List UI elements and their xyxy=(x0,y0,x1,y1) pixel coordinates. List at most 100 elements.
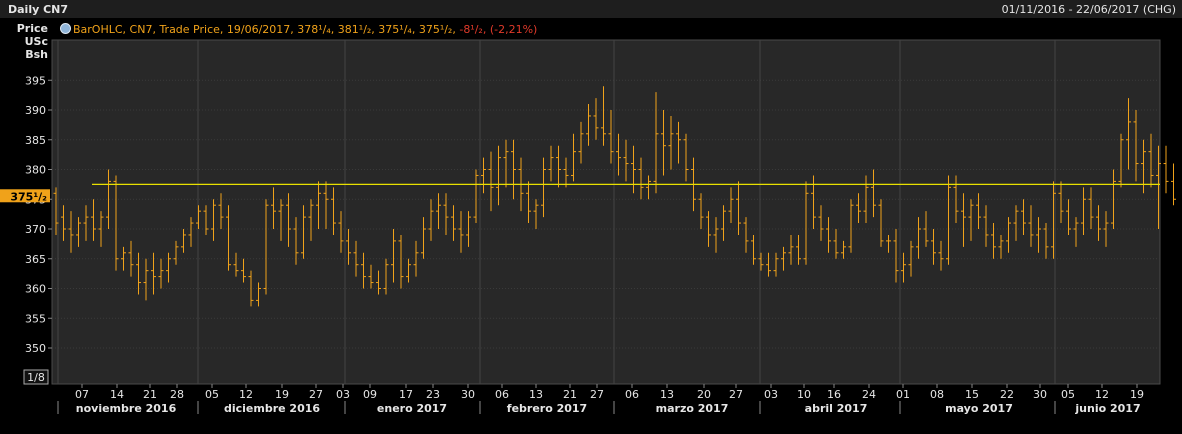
month-label: febrero 2017 xyxy=(507,402,587,415)
month-label: abril 2017 xyxy=(805,402,868,415)
scale-indicator-label: 1/8 xyxy=(27,371,45,384)
ohlc-bar xyxy=(968,199,974,241)
ohlc-bar xyxy=(908,240,914,277)
ohlc-bar xyxy=(233,252,239,277)
ohlc-bar xyxy=(938,240,944,271)
ohlc-bar xyxy=(173,240,179,265)
ohlc-bar xyxy=(143,258,149,301)
ohlc-bar xyxy=(76,217,81,247)
ohlc-bar xyxy=(721,205,726,241)
ohlc-bar xyxy=(481,157,486,194)
ohlc-bar xyxy=(466,211,471,247)
ohlc-bar xyxy=(751,234,756,265)
ohlc-bar xyxy=(646,175,651,200)
ohlc-bar xyxy=(1156,145,1161,229)
ohlc-bar xyxy=(923,211,929,247)
ohlc-bar xyxy=(788,234,794,265)
ohlc-bar xyxy=(1051,181,1056,259)
x-tick-label: 22 xyxy=(1000,388,1014,401)
x-tick-label: 03 xyxy=(764,388,778,401)
ohlc-bar xyxy=(128,240,134,277)
ohlc-bar xyxy=(421,217,426,259)
ohlc-bar xyxy=(1021,199,1026,235)
y-axis-units: Price USc Bsh xyxy=(2,22,48,61)
ohlc-bar xyxy=(1118,133,1124,188)
ohlc-bar xyxy=(376,270,381,295)
ohlc-bar xyxy=(226,205,231,271)
ohlc-bar xyxy=(976,193,981,229)
ohlc-bar xyxy=(286,193,291,247)
ohlc-bar xyxy=(353,240,359,277)
x-tick-label: 20 xyxy=(697,388,711,401)
chart-legend[interactable]: BarOHLC, CN7, Trade Price, 19/06/2017, 3… xyxy=(60,23,537,36)
ohlc-bar xyxy=(526,181,531,224)
ohlc-bar xyxy=(638,157,644,200)
ohlc-bar xyxy=(878,199,884,247)
x-tick-label: 09 xyxy=(363,388,377,401)
x-tick-label: 21 xyxy=(563,388,577,401)
clock-icon[interactable] xyxy=(60,23,71,34)
x-tick-label: 12 xyxy=(239,388,253,401)
x-tick-label: 27 xyxy=(309,388,323,401)
ohlc-bar xyxy=(181,229,186,253)
ohlc-bar xyxy=(706,211,711,247)
ohlc-bar xyxy=(166,252,171,283)
month-label: mayo 2017 xyxy=(945,402,1013,415)
ohlc-bar xyxy=(713,217,719,253)
x-tick-label: 28 xyxy=(170,388,184,401)
ohlc-bar xyxy=(683,133,689,182)
x-tick-label: 23 xyxy=(426,388,440,401)
x-tick-label: 06 xyxy=(495,388,509,401)
ohlc-bar xyxy=(391,229,396,283)
ohlc-bar xyxy=(608,110,614,164)
ohlc-bar xyxy=(383,258,389,295)
ohlc-bar xyxy=(158,258,164,289)
ohlc-bar xyxy=(728,187,734,224)
ohlc-bar xyxy=(886,234,891,253)
x-tick-label: 17 xyxy=(399,388,413,401)
x-tick-label: 27 xyxy=(590,388,604,401)
ohlc-bar xyxy=(541,157,546,218)
y-tick-label: 385 xyxy=(25,134,46,147)
x-tick-label: 15 xyxy=(965,388,979,401)
ohlc-bar xyxy=(826,217,831,253)
ohlc-bar xyxy=(256,282,261,307)
ohlc-bar xyxy=(496,145,501,206)
x-tick-label: 05 xyxy=(205,388,219,401)
ohlc-bar xyxy=(488,151,494,212)
ohlc-bar xyxy=(473,169,479,224)
ohlc-bar xyxy=(916,217,921,259)
ohlc-bar xyxy=(241,258,246,283)
y-tick-label: 350 xyxy=(25,342,46,355)
legend-change: -8¹/₂, (-2,21%) xyxy=(459,23,538,36)
ohlc-bar xyxy=(338,211,344,253)
ohlc-bar xyxy=(736,181,741,235)
x-tick-label: 05 xyxy=(1061,388,1075,401)
unit-price: Price xyxy=(16,22,48,35)
x-tick-label: 21 xyxy=(143,388,157,401)
ohlc-bar xyxy=(1066,199,1071,235)
ohlc-bar xyxy=(68,211,74,253)
ohlc-bar xyxy=(803,181,809,265)
ohlc-bar xyxy=(1036,217,1041,253)
x-tick-label: 13 xyxy=(529,388,543,401)
x-tick-label: 30 xyxy=(1033,388,1047,401)
x-tick-label: 03 xyxy=(336,388,350,401)
legend-text: BarOHLC, CN7, Trade Price, 19/06/2017, 3… xyxy=(73,23,456,36)
ohlc-series xyxy=(53,86,1176,307)
ohlc-bar xyxy=(1073,217,1079,247)
ohlc-bar xyxy=(818,205,824,241)
month-label: enero 2017 xyxy=(377,402,447,415)
ohlc-bar xyxy=(758,252,764,271)
y-tick-label: 380 xyxy=(25,164,46,177)
ohlc-bar xyxy=(556,145,561,188)
ohlc-bar xyxy=(998,234,1004,259)
ohlc-bar xyxy=(773,252,779,277)
ohlc-bar xyxy=(661,110,666,176)
y-tick-label: 395 xyxy=(25,74,46,87)
x-tick-label: 27 xyxy=(729,388,743,401)
x-tick-label: 24 xyxy=(862,388,876,401)
ohlc-bar xyxy=(136,252,141,295)
x-tick-label: 13 xyxy=(660,388,674,401)
